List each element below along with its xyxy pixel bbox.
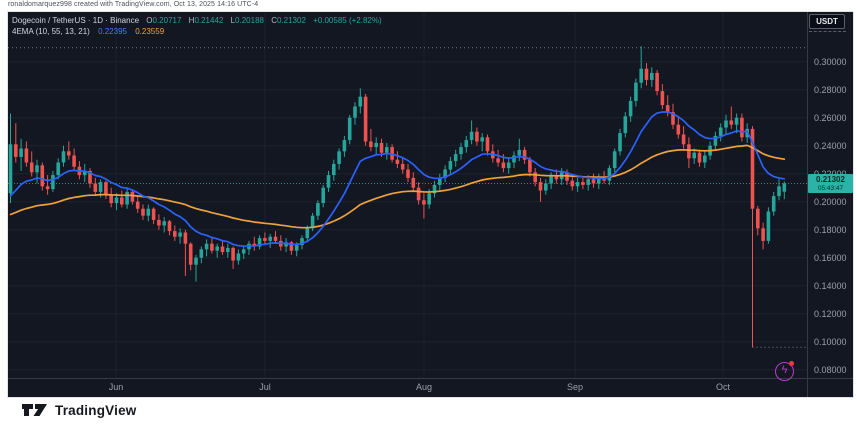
price-label-0.22000: 0.22000 — [814, 169, 847, 179]
low-value: 0.20188 — [235, 16, 264, 25]
time-label-aug: Aug — [415, 382, 432, 392]
attribution-text: ronaldomarquez998 created with TradingVi… — [8, 1, 259, 8]
last-price-value: 0.21302 — [816, 174, 845, 184]
currency-unit-button[interactable]: USDT — [809, 14, 845, 29]
high-label: H — [188, 16, 195, 25]
indicator-name[interactable]: 4EMA (10, 55, 13, 21) — [12, 27, 90, 36]
instant-trading-icon[interactable]: ϟ — [775, 361, 794, 381]
price-label-0.24000: 0.24000 — [814, 140, 847, 151]
time-label-oct: Oct — [715, 382, 730, 392]
change-value: +0.00585 (+2.82%) — [313, 16, 382, 25]
axis-collapsed-dashes — [809, 31, 846, 32]
price-label-0.28000: 0.28000 — [814, 84, 847, 95]
price-label-0.12000: 0.12000 — [814, 308, 847, 319]
bar-countdown: 05:43:47 — [817, 184, 844, 192]
price-label-0.16000: 0.16000 — [814, 252, 847, 263]
ema-blue-value: 0.22395 — [98, 27, 127, 36]
legend-indicator-row[interactable]: 4EMA (10, 55, 13, 21) 0.22395 0.23559 — [12, 26, 382, 37]
time-label-sep: Sep — [566, 382, 583, 392]
price-label-0.30000: 0.30000 — [814, 56, 847, 67]
open-label: O — [146, 16, 153, 25]
price-label-0.08000: 0.08000 — [814, 364, 847, 375]
price-label-0.20000: 0.20000 — [814, 196, 847, 207]
tradingview-wordmark: TradingView — [55, 402, 137, 418]
notification-dot-icon — [789, 361, 794, 366]
price-chart-canvas[interactable] — [8, 12, 853, 397]
price-axis[interactable]: 0.30000 0.28000 0.26000 0.24000 0.22000 0.200… — [808, 12, 853, 378]
price-label-0.26000: 0.26000 — [814, 112, 847, 123]
close-label: C — [271, 16, 277, 25]
close-value: 0.21302 — [276, 16, 306, 25]
price-label-0.14000: 0.14000 — [814, 280, 847, 291]
chart-legend: Dogecoin / TetherUS · 1D · Binance O0.20… — [12, 15, 382, 37]
tradingview-logo-icon — [22, 404, 47, 416]
price-label-0.18000: 0.18000 — [814, 224, 847, 235]
symbol-title[interactable]: Dogecoin / TetherUS · 1D · Binance — [12, 16, 140, 25]
low-label: L — [230, 16, 236, 25]
legend-symbol-row[interactable]: Dogecoin / TetherUS · 1D · Binance O0.20… — [12, 15, 382, 26]
chart-panel: Dogecoin / TetherUS · 1D · Binance O0.20… — [7, 11, 854, 398]
high-value: 0.21442 — [194, 16, 224, 25]
price-label-0.10000: 0.10000 — [814, 336, 847, 347]
time-label-jul: Jul — [259, 382, 271, 392]
open-value: 0.20717 — [152, 16, 182, 25]
time-label-jun: Jun — [108, 382, 124, 392]
ema-orange-value: 0.23559 — [135, 27, 165, 36]
last-price-badge[interactable]: 0.21302 05:43:47 — [808, 173, 853, 193]
time-axis[interactable]: Jun Jul Aug Sep Oct — [8, 378, 807, 397]
tradingview-logo: TradingView — [22, 402, 136, 418]
